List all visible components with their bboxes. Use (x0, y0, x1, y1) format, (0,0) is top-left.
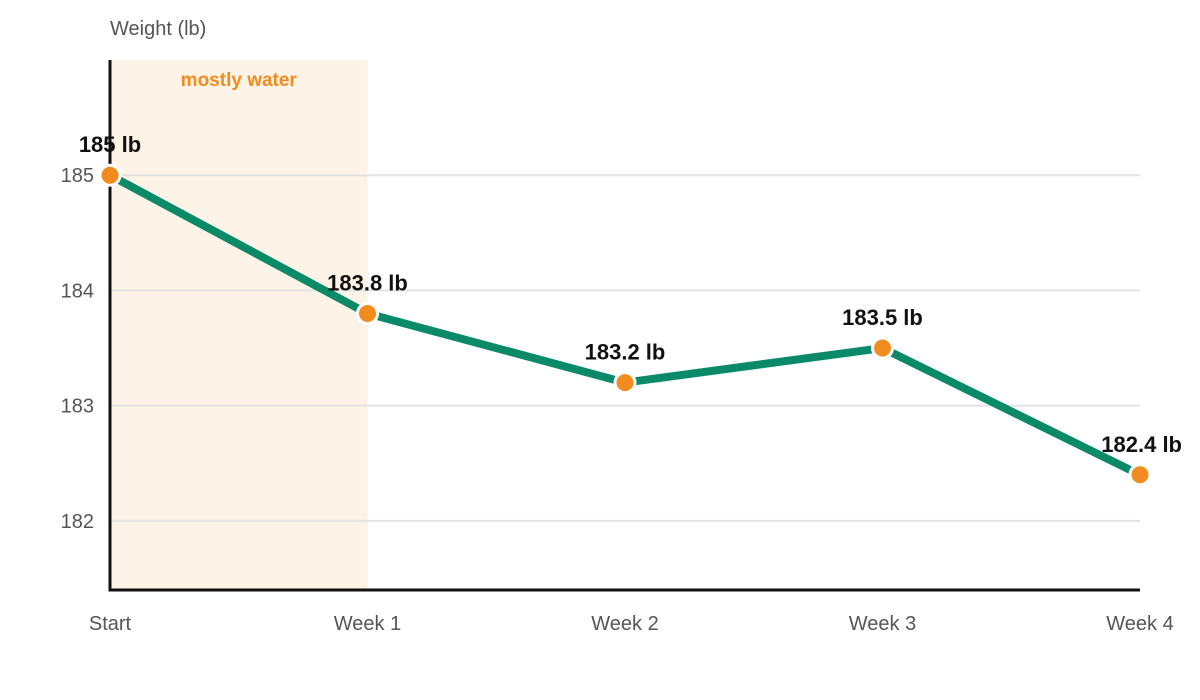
data-label: 183.2 lb (585, 340, 666, 365)
y-axis-title: Weight (lb) (110, 18, 206, 40)
x-tick-label: Week 3 (849, 613, 916, 635)
data-point (871, 336, 894, 360)
data-point (98, 163, 122, 187)
data-label: 182.4 lb (1101, 432, 1182, 457)
y-axis-ticks: 182 183 184 185 (61, 165, 94, 533)
y-tick-label: 182 (61, 511, 94, 533)
data-label: 183.8 lb (327, 270, 408, 295)
y-tick-label: 184 (61, 280, 94, 302)
grid-lines (110, 174, 1140, 522)
annotation-band-label: mostly water (181, 70, 298, 91)
y-tick-label: 183 (61, 396, 94, 418)
x-tick-label: Week 1 (334, 613, 401, 635)
data-point (356, 301, 379, 325)
x-tick-label: Start (89, 613, 132, 635)
y-tick-label: 185 (61, 165, 94, 187)
data-point (613, 371, 637, 395)
data-label: 183.5 lb (842, 305, 923, 330)
data-labels: 185 lb 183.8 lb 183.2 lb 183.5 lb 182.4 lb (79, 132, 1182, 457)
x-axis-ticks: Start Week 1 Week 2 Week 3 Week 4 (89, 613, 1174, 635)
x-tick-label: Week 4 (1106, 613, 1173, 635)
annotation-band (110, 60, 368, 590)
x-tick-label: Week 2 (591, 613, 658, 635)
data-point (1128, 463, 1152, 487)
data-points (98, 163, 1152, 487)
data-label: 185 lb (79, 132, 141, 157)
